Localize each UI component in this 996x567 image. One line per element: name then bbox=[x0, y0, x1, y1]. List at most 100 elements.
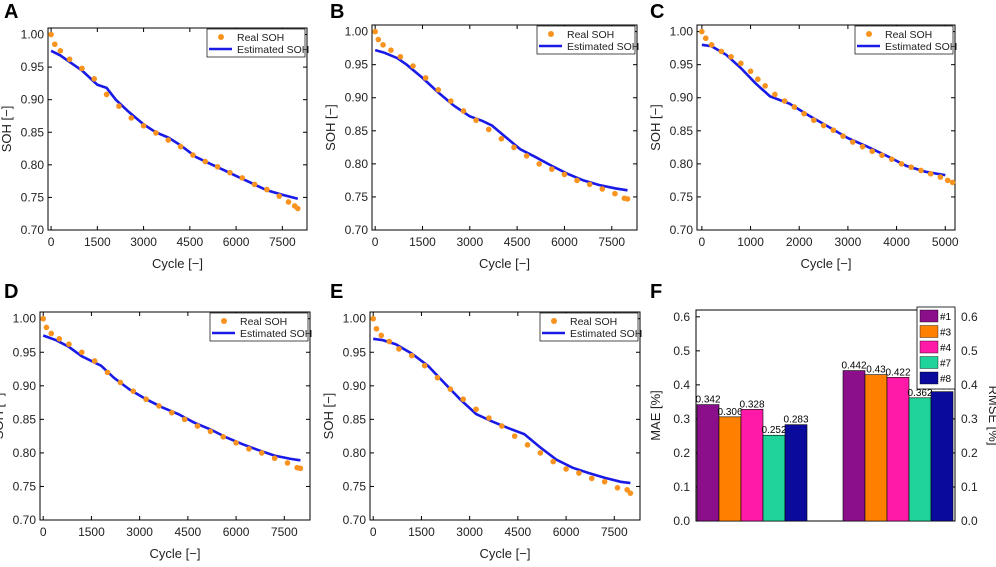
y-tick-label-right: 0.3 bbox=[961, 412, 978, 426]
y-tick-label-left: 0.3 bbox=[673, 412, 690, 426]
real-soh-point bbox=[91, 358, 98, 364]
real-soh-point bbox=[285, 199, 292, 205]
real-soh-point bbox=[927, 170, 934, 177]
real-soh-point bbox=[103, 91, 110, 98]
real-soh-point bbox=[181, 416, 188, 423]
y-tick-label: 1.00 bbox=[343, 312, 367, 326]
panel-c: C 0 1000 2000 3000 4000 5000 0.70 0.75 0.80 0.85 0.… bbox=[648, 1, 959, 271]
legend-entry-real: Real SOH bbox=[885, 29, 932, 41]
bar-value-label: 0.362 bbox=[907, 388, 932, 399]
x-tick-label: 7500 bbox=[598, 235, 625, 249]
real-soh-point bbox=[811, 117, 817, 124]
y-tick-label: 0.80 bbox=[670, 157, 694, 171]
y-tick-label: 0.95 bbox=[21, 60, 45, 74]
panel-b: B 0 1500 3000 4500 6000 7500 0.70 0.75 0.80 0.85 0.… bbox=[323, 1, 639, 271]
x-tick-label: 3000 bbox=[130, 235, 157, 249]
real-soh-point bbox=[271, 455, 278, 462]
x-tick-label: 6000 bbox=[223, 525, 250, 539]
real-soh-point bbox=[117, 379, 124, 386]
x-axis-label: Cycle [−] bbox=[152, 256, 203, 271]
real-soh-point bbox=[66, 341, 72, 348]
bar bbox=[842, 370, 866, 522]
real-soh-point bbox=[627, 490, 634, 496]
bar bbox=[718, 416, 742, 522]
y-tick-label: 0.90 bbox=[13, 379, 37, 393]
real-soh-point bbox=[586, 181, 593, 188]
bar bbox=[740, 409, 764, 522]
panel-letter: A bbox=[4, 1, 18, 23]
real-soh-point bbox=[747, 68, 754, 75]
legend-swatch bbox=[919, 325, 939, 338]
y-tick-label-right: 0.0 bbox=[961, 514, 978, 528]
y-tick-label: 0.70 bbox=[21, 223, 45, 237]
legend-real-marker bbox=[866, 31, 872, 37]
y-tick-label-left: 0.5 bbox=[673, 344, 690, 358]
bar-value-label: 0.306 bbox=[717, 407, 742, 418]
real-soh-point bbox=[859, 143, 866, 150]
real-soh-point bbox=[460, 396, 467, 403]
y-tick-label: 0.80 bbox=[13, 446, 37, 460]
legend-entry: #8 bbox=[940, 374, 952, 385]
real-soh-point bbox=[202, 158, 209, 165]
x-tick-label: 4500 bbox=[176, 235, 203, 249]
real-soh-point bbox=[79, 65, 85, 72]
real-soh-point bbox=[408, 352, 415, 359]
y-tick-label: 0.70 bbox=[345, 223, 369, 237]
bar-value-label: 0.43 bbox=[866, 365, 886, 376]
real-soh-point bbox=[276, 193, 283, 199]
legend-box bbox=[854, 25, 954, 55]
bar-value-label: 0.252 bbox=[761, 425, 786, 436]
real-soh-point bbox=[380, 42, 386, 48]
y-tick-label: 0.85 bbox=[345, 124, 369, 138]
x-axis-label: Cycle [−] bbox=[801, 256, 852, 271]
real-soh-point bbox=[370, 315, 377, 322]
real-soh-point bbox=[523, 153, 530, 159]
x-tick-label: 1500 bbox=[78, 525, 105, 539]
y-tick-label: 0.90 bbox=[345, 91, 369, 105]
real-soh-point bbox=[56, 336, 63, 342]
real-soh-point bbox=[116, 103, 122, 109]
panel-letter: E bbox=[330, 281, 343, 303]
legend-entry-real: Real SOH bbox=[237, 32, 284, 44]
panel-letter: C bbox=[650, 1, 664, 23]
panel-a: A 0 1500 3000 4500 6000 7500 0.70 0.75 0.80 0.85 0.… bbox=[0, 1, 309, 271]
real-soh-point bbox=[43, 324, 50, 331]
real-soh-point bbox=[728, 53, 734, 60]
y-tick-label: 0.90 bbox=[343, 379, 367, 393]
real-soh-point bbox=[143, 396, 149, 403]
real-soh-point bbox=[78, 349, 85, 356]
legend-box bbox=[536, 25, 636, 55]
real-soh-point bbox=[830, 127, 837, 133]
y-tick-label-left: 0.6 bbox=[673, 310, 690, 324]
real-soh-point bbox=[536, 161, 543, 167]
bar bbox=[784, 424, 808, 522]
y-tick-label: 1.00 bbox=[345, 25, 369, 39]
bar bbox=[930, 391, 954, 522]
legend-entry-estimated: Estimated SOH bbox=[237, 44, 309, 56]
panel-letter: B bbox=[330, 1, 344, 23]
real-soh-point bbox=[473, 406, 479, 413]
real-soh-point bbox=[128, 115, 135, 121]
x-tick-label: 0 bbox=[40, 525, 47, 539]
x-tick-label: 6000 bbox=[553, 525, 580, 539]
real-soh-point bbox=[944, 177, 951, 184]
panel-f: F 0.0 0.0 0.1 0.1 0.2 0.2 0.3 0.3 0.4 0.4 0.5 0.5 0.6… bbox=[648, 281, 996, 528]
real-soh-point bbox=[140, 122, 147, 129]
x-tick-label: 7500 bbox=[269, 235, 296, 249]
bar-value-label: 0.422 bbox=[885, 367, 910, 378]
real-soh-point bbox=[949, 179, 956, 186]
x-tick-label: 2000 bbox=[786, 235, 813, 249]
real-soh-point bbox=[410, 63, 416, 69]
real-soh-point bbox=[40, 315, 47, 322]
real-soh-point bbox=[165, 137, 172, 143]
y-tick-label: 0.75 bbox=[21, 190, 45, 204]
x-tick-label: 1500 bbox=[84, 235, 111, 249]
x-tick-label: 3000 bbox=[456, 525, 483, 539]
y-axis-label: SOH [−] bbox=[0, 393, 6, 440]
plot-frame bbox=[696, 24, 956, 231]
x-axis-label: Cycle [−] bbox=[480, 546, 531, 561]
real-soh-point bbox=[563, 466, 569, 472]
real-soh-point bbox=[524, 442, 531, 448]
real-soh-point bbox=[588, 475, 595, 482]
